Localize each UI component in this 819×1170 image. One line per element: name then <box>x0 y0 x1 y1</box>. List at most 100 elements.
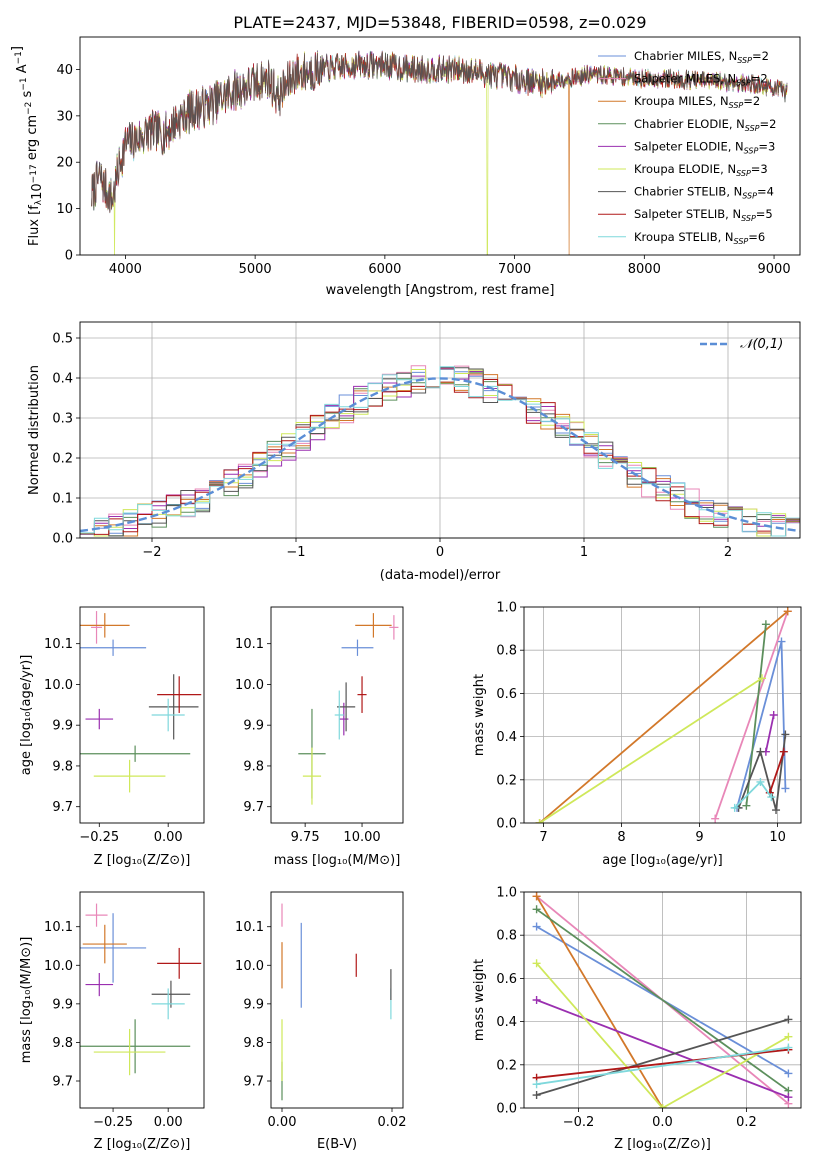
x-tick-label: −0.25 <box>93 1115 133 1130</box>
y-tick-label: 10.0 <box>44 678 73 693</box>
panel-weight-vs-Z: −0.2 0.0 0.2 0.0 0.2 0.4 0.6 0.8 1.0 Z [log₁₀(Z/Z… <box>472 886 802 1152</box>
legend-entry: Chabrier STELIB, NSSP=4 <box>634 185 774 201</box>
weight-line <box>768 751 785 794</box>
errorbar-point <box>355 613 392 638</box>
y-tick-label: 9.9 <box>52 997 73 1012</box>
errorbar-point <box>151 980 191 1008</box>
errorbar-point <box>85 708 114 730</box>
y-tick-label: 0.5 <box>52 332 73 347</box>
figure-title: PLATE=2437, MJD=53848, FIBERID=0598, z=0… <box>233 13 646 32</box>
y-tick-label: 9.7 <box>243 800 264 815</box>
errorbar-point <box>80 913 147 983</box>
y-tick-label: 0.0 <box>496 817 517 832</box>
x-axis-label: Z [log₁₀(Z/Z⊙)] <box>94 853 191 868</box>
errorbar-point <box>80 613 130 638</box>
panel-weight-vs-age: 7 8 9 10 0.0 0.2 0.4 0.6 0.8 1.0 age [log₁₀(age/yr… <box>472 601 802 868</box>
weight-line <box>539 610 789 823</box>
weight-line <box>539 677 763 823</box>
errorbar-point <box>80 639 147 656</box>
axes-frame <box>270 606 404 824</box>
panel-residuals: −2 −1 0 1 2 0.0 0.1 0.2 0.3 0.4 0.5 𝒩(0,1) (data-mod… <box>27 321 801 583</box>
weight-marker <box>779 747 788 756</box>
plot-area <box>80 611 202 793</box>
x-tick-label: −2 <box>142 545 161 560</box>
axes-frame <box>523 891 802 1109</box>
weight-marker <box>756 747 765 756</box>
plot-area <box>281 903 392 1101</box>
y-tick-label: 0.8 <box>496 644 517 659</box>
errorbar-point <box>302 747 322 805</box>
weight-marker <box>711 814 720 823</box>
weight-marker <box>658 1104 667 1108</box>
x-tick-label: −1 <box>286 545 305 560</box>
x-axis-label: mass [log₁₀(M/M⊙)] <box>274 853 401 868</box>
x-tick-label: 0.00 <box>154 830 183 845</box>
weight-marker <box>532 1091 541 1100</box>
weight-marker <box>783 607 792 616</box>
plot-area <box>91 50 788 255</box>
errorbar-point <box>91 611 103 644</box>
x-axis-label: E(B-V) <box>317 1137 357 1152</box>
weight-line <box>536 999 789 1099</box>
legend-entry: Chabrier ELODIE, NSSP=2 <box>634 117 776 133</box>
y-tick-label: 0.4 <box>496 730 517 745</box>
weight-line <box>745 624 767 806</box>
y-tick-label: 0.3 <box>52 412 73 427</box>
y-tick-label: 0.4 <box>52 372 73 387</box>
legend-entry: 𝒩(0,1) <box>740 337 783 352</box>
y-tick-label: 10.0 <box>235 959 264 974</box>
axes-frame <box>79 606 205 824</box>
plot-area <box>532 892 793 1108</box>
axes-frame <box>523 606 802 824</box>
weight-marker <box>730 803 739 812</box>
y-axis-label: Normed distribution <box>27 365 42 495</box>
weight-marker <box>781 784 790 793</box>
y-tick-label: 9.9 <box>52 719 73 734</box>
weight-line <box>536 1046 789 1086</box>
x-tick-label: 8 <box>617 830 625 845</box>
weight-marker <box>769 711 778 719</box>
y-tick-label: 10.0 <box>235 678 264 693</box>
errorbar-point <box>339 702 349 736</box>
x-tick-label: 8000 <box>628 262 661 277</box>
x-tick-label: −0.25 <box>79 830 119 845</box>
plot-area <box>80 903 202 1076</box>
errorbar-point <box>151 988 185 1020</box>
panel-age-vs-mass: 9.75 10.00 9.7 9.8 9.9 10.0 10.1 mass [log₁₀(M/… <box>235 606 404 868</box>
y-tick-label: 10 <box>56 202 73 217</box>
x-tick-label: 0 <box>436 545 444 560</box>
weight-marker <box>781 730 790 739</box>
errorbar-point <box>148 674 199 740</box>
weight-marker <box>784 1069 793 1078</box>
y-axis-label: mass [log₁₀(M/M⊙)] <box>19 937 34 1064</box>
x-tick-label: 7000 <box>498 262 531 277</box>
x-tick-label: 10.00 <box>343 830 380 845</box>
errorbar-point <box>85 903 108 927</box>
weight-marker <box>532 922 541 931</box>
errorbar-point <box>151 698 185 732</box>
y-axis-label: Flux [fλ10−17 erg cm−2 s−1 A−1] <box>10 46 45 246</box>
x-tick-label: 9 <box>695 830 703 845</box>
weight-line <box>714 611 789 819</box>
errorbar-point <box>357 676 367 713</box>
weight-marker <box>532 959 541 968</box>
legend-entry: Salpeter STELIB, NSSP=5 <box>634 207 773 223</box>
axes-frame <box>79 891 205 1109</box>
x-tick-label: 9000 <box>758 262 791 277</box>
x-axis-label: wavelength [Angstrom, rest frame] <box>326 283 555 298</box>
errorbar-point <box>157 676 202 713</box>
y-axis-label: age [log₁₀(age/yr)] <box>19 655 34 776</box>
weight-marker <box>784 1093 793 1102</box>
x-tick-label: 2 <box>724 545 732 560</box>
y-axis-label: mass weight <box>472 959 487 1041</box>
weight-marker <box>784 1015 793 1024</box>
y-tick-label: 1.0 <box>496 601 517 616</box>
errorbar-point <box>82 924 127 964</box>
weight-line <box>737 734 787 811</box>
y-tick-label: 9.7 <box>52 1075 73 1090</box>
axes-frame <box>79 36 801 256</box>
spectrum-line <box>91 51 788 213</box>
legend-entry: Salpeter MILES, NSSP=2 <box>634 72 768 88</box>
errorbar-point <box>337 682 356 732</box>
errorbar-point <box>93 1028 166 1076</box>
